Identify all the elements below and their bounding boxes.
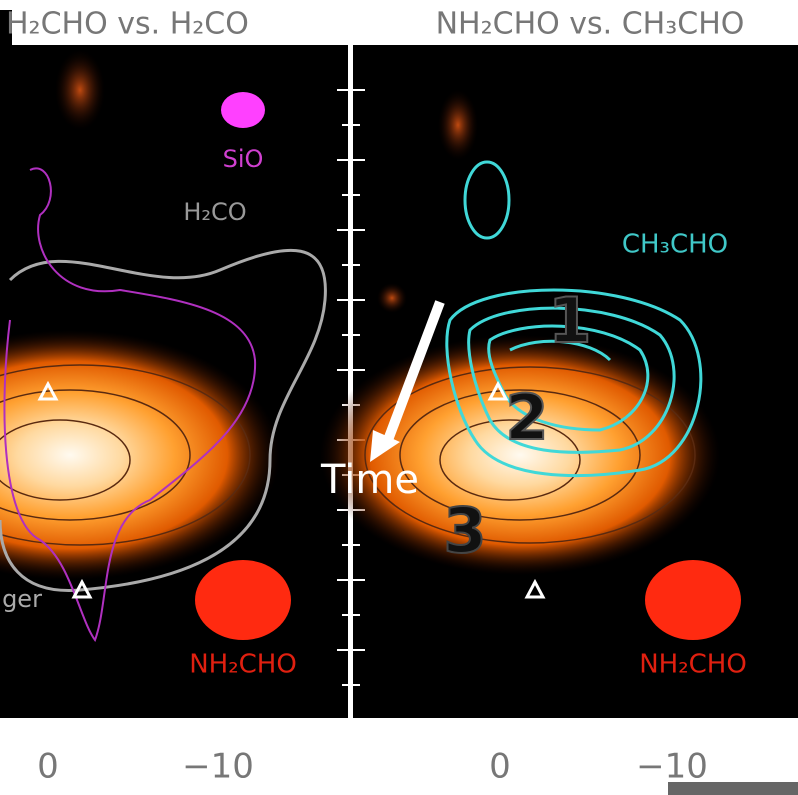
label: CH₃CHO (622, 230, 728, 260)
emission-spot (438, 90, 478, 160)
tick-label: 0 (37, 747, 59, 787)
beam (645, 560, 741, 640)
arrow-label: Time (320, 457, 419, 503)
border (0, 10, 12, 295)
tick-label: 0 (489, 747, 511, 787)
tick-label: −10 (636, 747, 708, 787)
label: ger (2, 585, 42, 613)
label: SiO (223, 145, 264, 173)
tick-label: −10 (182, 747, 254, 787)
panel-title: NH₂CHO vs. CH₃CHO (436, 7, 745, 42)
figure: SiO H₂CO NH₂CHO ger CH₃CHO NH₂CHO Time 1… (0, 0, 798, 795)
overlay (668, 782, 798, 795)
emission-spot (377, 283, 407, 313)
step: 1 (548, 284, 591, 357)
emission-spot (55, 50, 105, 130)
sio-beam (221, 92, 265, 128)
label: H₂CO (183, 198, 246, 226)
label: NH₂CHO (189, 650, 297, 680)
step: 3 (443, 494, 486, 567)
step: 2 (505, 381, 548, 454)
label: NH₂CHO (639, 650, 747, 680)
beam (195, 560, 291, 640)
panel-title: H₂CHO vs. H₂CO (6, 7, 249, 42)
